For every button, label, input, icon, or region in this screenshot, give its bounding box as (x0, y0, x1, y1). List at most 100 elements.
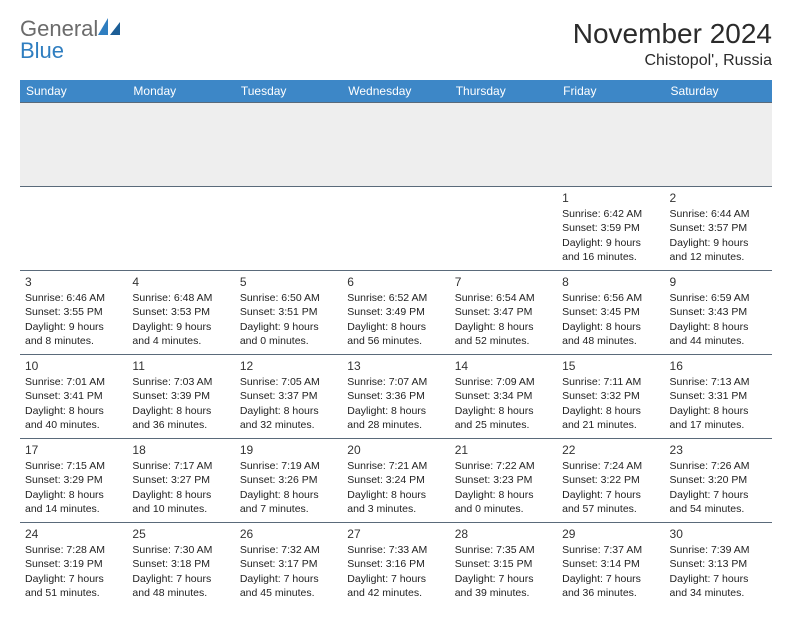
sunrise-text: Sunrise: 6:52 AM (347, 291, 444, 305)
sunrise-text: Sunrise: 7:37 AM (562, 543, 659, 557)
daylight-text: Daylight: 8 hours and 17 minutes. (670, 404, 767, 432)
sunset-text: Sunset: 3:55 PM (25, 305, 122, 319)
daylight-text: Daylight: 9 hours and 4 minutes. (132, 320, 229, 348)
calendar-body: 1Sunrise: 6:42 AMSunset: 3:59 PMDaylight… (20, 103, 772, 607)
sunset-text: Sunset: 3:45 PM (562, 305, 659, 319)
sunset-text: Sunset: 3:43 PM (670, 305, 767, 319)
daylight-text: Daylight: 8 hours and 28 minutes. (347, 404, 444, 432)
daylight-text: Daylight: 8 hours and 0 minutes. (455, 488, 552, 516)
brand-logo: General Blue (20, 18, 120, 62)
title-block: November 2024 Chistopol', Russia (573, 18, 772, 70)
sunset-text: Sunset: 3:27 PM (132, 473, 229, 487)
calendar-day-cell: 13Sunrise: 7:07 AMSunset: 3:36 PMDayligh… (342, 355, 449, 439)
daylight-text: Daylight: 8 hours and 25 minutes. (455, 404, 552, 432)
sunrise-text: Sunrise: 7:11 AM (562, 375, 659, 389)
blank-row (20, 103, 772, 187)
sunset-text: Sunset: 3:37 PM (240, 389, 337, 403)
daylight-text: Daylight: 8 hours and 56 minutes. (347, 320, 444, 348)
weekday-row: SundayMondayTuesdayWednesdayThursdayFrid… (20, 80, 772, 103)
sunset-text: Sunset: 3:47 PM (455, 305, 552, 319)
calendar-week-row: 24Sunrise: 7:28 AMSunset: 3:19 PMDayligh… (20, 523, 772, 607)
day-number: 5 (240, 274, 337, 290)
weekday-header: Tuesday (235, 80, 342, 103)
calendar-page: General Blue November 2024 Chistopol', R… (0, 0, 792, 617)
day-number: 23 (670, 442, 767, 458)
day-number: 26 (240, 526, 337, 542)
day-number: 7 (455, 274, 552, 290)
calendar-day-cell: 8Sunrise: 6:56 AMSunset: 3:45 PMDaylight… (557, 271, 664, 355)
calendar-day-cell: 24Sunrise: 7:28 AMSunset: 3:19 PMDayligh… (20, 523, 127, 607)
sunrise-text: Sunrise: 6:46 AM (25, 291, 122, 305)
daylight-text: Daylight: 8 hours and 48 minutes. (562, 320, 659, 348)
calendar-day-cell: 27Sunrise: 7:33 AMSunset: 3:16 PMDayligh… (342, 523, 449, 607)
calendar-day-cell: 25Sunrise: 7:30 AMSunset: 3:18 PMDayligh… (127, 523, 234, 607)
sunrise-text: Sunrise: 7:01 AM (25, 375, 122, 389)
calendar-day-cell: 16Sunrise: 7:13 AMSunset: 3:31 PMDayligh… (665, 355, 772, 439)
day-number: 2 (670, 190, 767, 206)
calendar-day-cell (235, 187, 342, 271)
weekday-header: Thursday (450, 80, 557, 103)
sunset-text: Sunset: 3:23 PM (455, 473, 552, 487)
daylight-text: Daylight: 9 hours and 12 minutes. (670, 236, 767, 264)
sunrise-text: Sunrise: 6:56 AM (562, 291, 659, 305)
sunset-text: Sunset: 3:59 PM (562, 221, 659, 235)
daylight-text: Daylight: 7 hours and 54 minutes. (670, 488, 767, 516)
calendar-day-cell: 1Sunrise: 6:42 AMSunset: 3:59 PMDaylight… (557, 187, 664, 271)
sunrise-text: Sunrise: 7:24 AM (562, 459, 659, 473)
sunrise-text: Sunrise: 7:22 AM (455, 459, 552, 473)
day-number: 4 (132, 274, 229, 290)
sunrise-text: Sunrise: 7:17 AM (132, 459, 229, 473)
sunset-text: Sunset: 3:13 PM (670, 557, 767, 571)
daylight-text: Daylight: 8 hours and 14 minutes. (25, 488, 122, 516)
location-label: Chistopol', Russia (573, 52, 772, 70)
daylight-text: Daylight: 7 hours and 39 minutes. (455, 572, 552, 600)
calendar-head: SundayMondayTuesdayWednesdayThursdayFrid… (20, 80, 772, 103)
day-number: 15 (562, 358, 659, 374)
sunrise-text: Sunrise: 6:42 AM (562, 207, 659, 221)
sunrise-text: Sunrise: 7:15 AM (25, 459, 122, 473)
calendar-week-row: 17Sunrise: 7:15 AMSunset: 3:29 PMDayligh… (20, 439, 772, 523)
calendar-day-cell: 4Sunrise: 6:48 AMSunset: 3:53 PMDaylight… (127, 271, 234, 355)
daylight-text: Daylight: 7 hours and 36 minutes. (562, 572, 659, 600)
sunset-text: Sunset: 3:39 PM (132, 389, 229, 403)
sunset-text: Sunset: 3:41 PM (25, 389, 122, 403)
daylight-text: Daylight: 9 hours and 16 minutes. (562, 236, 659, 264)
sunrise-text: Sunrise: 7:33 AM (347, 543, 444, 557)
weekday-header: Monday (127, 80, 234, 103)
daylight-text: Daylight: 7 hours and 51 minutes. (25, 572, 122, 600)
day-number: 10 (25, 358, 122, 374)
sunset-text: Sunset: 3:36 PM (347, 389, 444, 403)
sunrise-text: Sunrise: 6:48 AM (132, 291, 229, 305)
day-number: 12 (240, 358, 337, 374)
calendar-day-cell (20, 187, 127, 271)
calendar-day-cell: 5Sunrise: 6:50 AMSunset: 3:51 PMDaylight… (235, 271, 342, 355)
sunrise-text: Sunrise: 7:26 AM (670, 459, 767, 473)
daylight-text: Daylight: 7 hours and 45 minutes. (240, 572, 337, 600)
daylight-text: Daylight: 8 hours and 40 minutes. (25, 404, 122, 432)
calendar-day-cell: 22Sunrise: 7:24 AMSunset: 3:22 PMDayligh… (557, 439, 664, 523)
daylight-text: Daylight: 8 hours and 7 minutes. (240, 488, 337, 516)
calendar-day-cell: 20Sunrise: 7:21 AMSunset: 3:24 PMDayligh… (342, 439, 449, 523)
day-number: 28 (455, 526, 552, 542)
day-number: 14 (455, 358, 552, 374)
calendar-day-cell: 7Sunrise: 6:54 AMSunset: 3:47 PMDaylight… (450, 271, 557, 355)
daylight-text: Daylight: 8 hours and 52 minutes. (455, 320, 552, 348)
calendar-day-cell: 29Sunrise: 7:37 AMSunset: 3:14 PMDayligh… (557, 523, 664, 607)
calendar-day-cell: 11Sunrise: 7:03 AMSunset: 3:39 PMDayligh… (127, 355, 234, 439)
sunrise-text: Sunrise: 6:50 AM (240, 291, 337, 305)
sunrise-text: Sunrise: 7:21 AM (347, 459, 444, 473)
sunset-text: Sunset: 3:16 PM (347, 557, 444, 571)
sunset-text: Sunset: 3:31 PM (670, 389, 767, 403)
calendar-day-cell: 14Sunrise: 7:09 AMSunset: 3:34 PMDayligh… (450, 355, 557, 439)
day-number: 17 (25, 442, 122, 458)
daylight-text: Daylight: 8 hours and 32 minutes. (240, 404, 337, 432)
calendar-day-cell: 9Sunrise: 6:59 AMSunset: 3:43 PMDaylight… (665, 271, 772, 355)
calendar-day-cell: 28Sunrise: 7:35 AMSunset: 3:15 PMDayligh… (450, 523, 557, 607)
calendar-day-cell: 3Sunrise: 6:46 AMSunset: 3:55 PMDaylight… (20, 271, 127, 355)
sail-icon (98, 18, 120, 40)
sunrise-text: Sunrise: 7:05 AM (240, 375, 337, 389)
sunset-text: Sunset: 3:20 PM (670, 473, 767, 487)
day-number: 13 (347, 358, 444, 374)
day-number: 24 (25, 526, 122, 542)
calendar-day-cell (342, 187, 449, 271)
